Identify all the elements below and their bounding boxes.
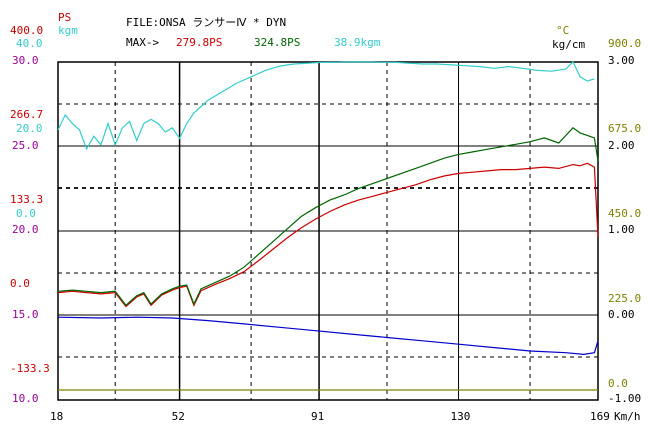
right-c-tick: 0.0 [608, 377, 628, 390]
unit-ps-label: PS [58, 11, 71, 24]
right-c-tick: 450.0 [608, 207, 641, 220]
grid [58, 62, 598, 400]
axis-ticks: 18 52 91 130 169400.0266.7133.30.0-133.340.0… [10, 24, 641, 423]
ps-line [57, 162, 599, 308]
max-kgm-value: 38.9kgm [334, 36, 381, 49]
left-aux-tick: 15.0 [12, 308, 39, 321]
x-tick-label: 169 [590, 410, 610, 423]
series-group [57, 60, 599, 391]
x-unit-label: Km/h [614, 410, 641, 423]
left-ps-tick: 0.0 [10, 277, 30, 290]
x-tick-label: 18 [50, 410, 63, 423]
left-kgm-tick: 40.0 [16, 37, 43, 50]
file-label: FILE:ONSA ランサーⅣ * DYN [126, 16, 286, 29]
right-kgcm-tick: -1.00 [608, 392, 641, 405]
max-prefix: MAX-> [126, 36, 159, 49]
unit-kgm-label: kgm [58, 24, 78, 37]
right-c-tick: 225.0 [608, 292, 641, 305]
x-tick-label: 130 [451, 410, 471, 423]
max-ps2-value: 324.8PS [254, 36, 300, 49]
max-ps-value: 279.8PS [176, 36, 222, 49]
kgm-line [57, 60, 595, 151]
left-aux-tick: 10.0 [12, 392, 39, 405]
right-kgcm-tick: 3.00 [608, 54, 635, 67]
ps2-line [57, 127, 599, 307]
x-tick-label: 52 [172, 410, 185, 423]
right-kgcm-tick: 1.00 [608, 223, 635, 236]
unit-c-label: °C [556, 24, 569, 37]
left-aux-tick: 20.0 [12, 223, 39, 236]
left-ps-tick: -133.3 [10, 362, 50, 375]
left-kgm-tick: 0.0 [16, 207, 36, 220]
right-c-tick: 675.0 [608, 122, 641, 135]
left-ps-tick: 266.7 [10, 108, 43, 121]
left-ps-tick: 133.3 [10, 193, 43, 206]
right-kgcm-tick: 2.00 [608, 139, 635, 152]
left-ps-tick: 400.0 [10, 24, 43, 37]
left-aux-tick: 25.0 [12, 139, 39, 152]
unit-kgcm-label: kg/cm [552, 38, 585, 51]
left-aux-tick: 30.0 [12, 54, 39, 67]
right-c-tick: 900.0 [608, 37, 641, 50]
left-kgm-tick: 20.0 [16, 122, 43, 135]
x-tick-label: 91 [311, 410, 324, 423]
kgcm-line [57, 316, 599, 356]
right-kgcm-tick: 0.00 [608, 308, 635, 321]
